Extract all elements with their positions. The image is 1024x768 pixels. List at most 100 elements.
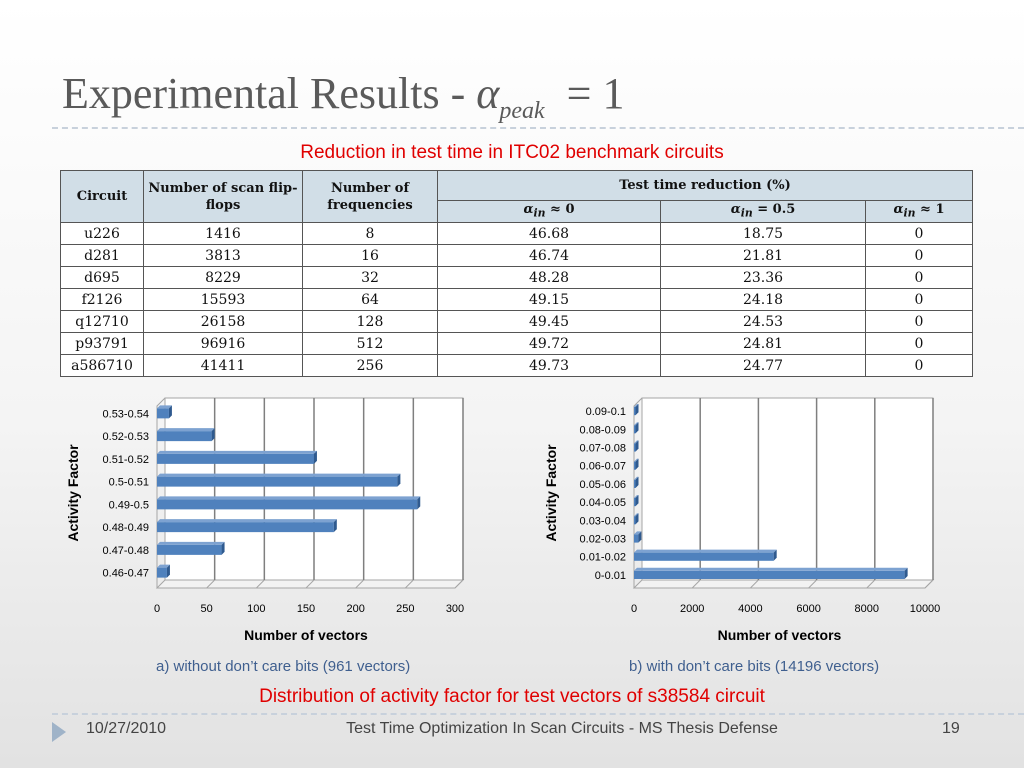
x-axis-title: Number of vectors xyxy=(244,627,368,643)
x-tick-label: 8000 xyxy=(855,603,879,615)
y-tick-label: 0.05-0.06 xyxy=(580,479,626,491)
x-tick-label: 2000 xyxy=(680,603,704,615)
y-tick-label: 0.5-0.51 xyxy=(109,477,149,489)
bar xyxy=(634,443,636,452)
y-tick-label: 0.03-0.04 xyxy=(580,515,626,527)
cell-reduction-alpha-1: 0 xyxy=(865,310,973,333)
cell-reduction-alpha-1: 0 xyxy=(865,288,973,311)
header-alpha-eq-0-5: αin = 0.5 xyxy=(660,200,866,223)
results-table: Circuit Number of scan flip-flops Number… xyxy=(60,170,973,377)
bar xyxy=(634,425,636,434)
header-alpha-approx-1: αin ≈ 1 xyxy=(865,200,973,223)
y-tick-label: 0.04-0.05 xyxy=(580,497,626,509)
gridline xyxy=(454,579,464,589)
y-tick-label: 0.51-0.52 xyxy=(103,454,149,466)
bar xyxy=(157,431,212,442)
bar-top xyxy=(634,458,639,462)
chart-without-dont-care: 0 50 100 150 200 250 300 0.46-0.47 0.47-0.48 0.48… xyxy=(60,380,480,656)
x-tick-label: 0 xyxy=(631,603,637,615)
bar-top xyxy=(157,564,170,568)
bar-side xyxy=(417,496,421,510)
x-tick-label: 150 xyxy=(297,603,315,615)
cell-reduction-alpha-0: 46.74 xyxy=(437,244,661,267)
footer-divider xyxy=(52,713,1024,715)
bar-top xyxy=(634,404,639,408)
header-circuit: Circuit xyxy=(60,170,144,223)
cell-reduction-alpha-0: 49.73 xyxy=(437,354,661,377)
caption-without-dont-care: a) without don’t care bits (961 vectors) xyxy=(156,658,411,675)
table-row: q12710 26158 128 49.45 24.53 0 xyxy=(60,310,973,333)
table-row: f2126 15593 64 49.15 24.18 0 xyxy=(60,288,973,311)
distribution-title: Distribution of activity factor for test… xyxy=(259,686,765,707)
y-tick-label: 0.49-0.5 xyxy=(109,499,149,511)
title-equals: = 1 xyxy=(566,69,625,118)
x-tick-label: 300 xyxy=(446,603,464,615)
cell-circuit: q12710 xyxy=(60,310,144,333)
bar-top xyxy=(634,476,639,480)
bar-side xyxy=(635,476,639,488)
gridline xyxy=(924,579,934,589)
gridline xyxy=(355,579,365,589)
table-row: p93791 96916 512 49.72 24.81 0 xyxy=(60,332,973,355)
bar-side xyxy=(635,404,639,416)
gridline xyxy=(750,579,759,589)
x-tick-label: 250 xyxy=(396,603,414,615)
y-tick-label: 0.09-0.1 xyxy=(586,406,626,418)
x-tick-label: 200 xyxy=(346,603,364,615)
x-tick-label: 6000 xyxy=(796,603,820,615)
chart-side-wall xyxy=(156,397,166,588)
bar xyxy=(634,516,636,525)
table-header-row: Circuit Number of scan flip-flops Number… xyxy=(60,170,973,223)
bar xyxy=(157,453,314,464)
cell-reduction-alpha-0-5: 24.77 xyxy=(660,354,866,377)
cell-reduction-alpha-1: 0 xyxy=(865,354,973,377)
cell-reduction-alpha-0: 49.45 xyxy=(437,310,661,333)
y-tick-label: 0.53-0.54 xyxy=(103,408,149,420)
bar xyxy=(634,570,905,579)
cell-frequencies: 64 xyxy=(302,288,438,311)
cell-frequencies: 256 xyxy=(302,354,438,377)
cell-scan-flip-flops: 96916 xyxy=(143,332,303,355)
bar-top xyxy=(157,473,401,477)
bar-side xyxy=(635,440,639,452)
y-tick-label: 0.48-0.49 xyxy=(103,522,149,534)
bar-side xyxy=(211,428,215,442)
bar-side xyxy=(635,458,639,470)
bar xyxy=(634,407,636,416)
bar-top xyxy=(634,567,908,571)
bar-top xyxy=(157,405,172,409)
bar-side xyxy=(635,495,639,507)
chart-floor xyxy=(632,579,935,589)
cell-circuit: d695 xyxy=(60,266,144,289)
x-tick-label: 50 xyxy=(201,603,213,615)
bar-side xyxy=(168,405,172,419)
bar-side xyxy=(638,531,642,543)
y-tick-label: 0-0.01 xyxy=(595,570,626,582)
gridline xyxy=(255,579,265,589)
y-tick-label: 0.07-0.08 xyxy=(580,443,626,455)
bar-side xyxy=(313,450,317,464)
chart-with-dont-care: 0 2000 4000 6000 8000 10000 0-0.01 0.01-0.02 0.0… xyxy=(540,380,960,656)
table-row: u226 1416 8 46.68 18.75 0 xyxy=(60,222,973,245)
footer-date: 10/27/2010 xyxy=(86,720,167,737)
cell-circuit: a586710 xyxy=(60,354,144,377)
header-frequencies: Number of frequencies xyxy=(302,170,438,223)
cell-reduction-alpha-0-5: 24.53 xyxy=(660,310,866,333)
bar-top xyxy=(634,513,639,517)
cell-scan-flip-flops: 15593 xyxy=(143,288,303,311)
bar-top xyxy=(157,428,215,432)
cell-reduction-alpha-0: 48.28 xyxy=(437,266,661,289)
bar-top xyxy=(157,519,337,523)
bar xyxy=(634,552,774,561)
header-scan-flip-flops: Number of scan flip-flops xyxy=(143,170,303,223)
y-tick-label: 0.01-0.02 xyxy=(580,552,626,564)
bar-side xyxy=(635,513,639,525)
bar-side xyxy=(166,564,170,578)
cell-circuit: f2126 xyxy=(60,288,144,311)
cell-reduction-alpha-1: 0 xyxy=(865,244,973,267)
cell-reduction-alpha-0: 49.15 xyxy=(437,288,661,311)
y-tick-label: 0.06-0.07 xyxy=(580,461,626,473)
y-tick-label: 0.08-0.09 xyxy=(580,424,626,436)
cell-reduction-alpha-0-5: 24.81 xyxy=(660,332,866,355)
y-tick-label: 0.02-0.03 xyxy=(580,534,626,546)
